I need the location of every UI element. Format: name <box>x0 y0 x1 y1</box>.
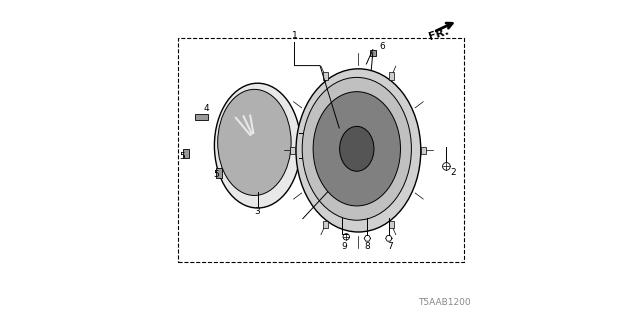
Bar <box>370 50 376 56</box>
Bar <box>323 221 328 228</box>
Bar <box>388 72 394 80</box>
Ellipse shape <box>296 69 421 232</box>
Ellipse shape <box>313 92 401 206</box>
Bar <box>388 221 394 228</box>
Text: 4: 4 <box>204 104 209 113</box>
Ellipse shape <box>218 89 291 196</box>
Ellipse shape <box>340 126 374 171</box>
Text: 1: 1 <box>292 31 297 40</box>
Text: 3: 3 <box>255 207 260 216</box>
Text: 5: 5 <box>213 170 219 179</box>
Text: T5AAB1200: T5AAB1200 <box>418 298 470 307</box>
Bar <box>195 114 208 120</box>
Bar <box>216 168 222 178</box>
Text: 5: 5 <box>180 152 185 161</box>
Ellipse shape <box>214 83 301 208</box>
Bar <box>291 147 296 154</box>
Text: 6: 6 <box>380 42 385 51</box>
Text: 2: 2 <box>450 168 456 177</box>
Text: 8: 8 <box>365 242 370 251</box>
Text: FR.: FR. <box>428 26 450 42</box>
Text: 9: 9 <box>341 242 347 251</box>
Ellipse shape <box>302 77 412 220</box>
Bar <box>178 38 464 262</box>
Bar <box>323 72 328 80</box>
Text: 7: 7 <box>387 242 392 251</box>
Bar <box>184 149 189 158</box>
Bar <box>421 147 426 154</box>
